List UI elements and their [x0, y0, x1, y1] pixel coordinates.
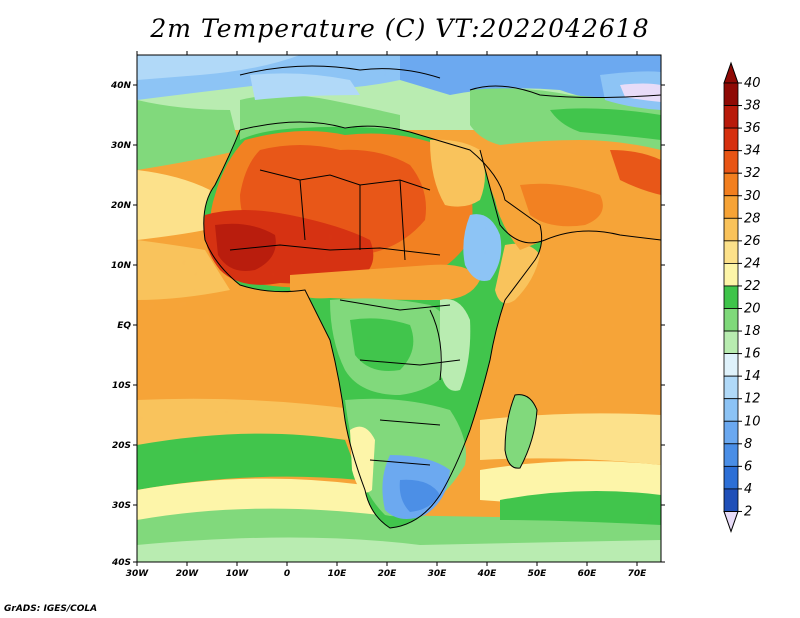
colorbar-box [723, 240, 739, 264]
colorbar-box [723, 443, 739, 467]
lat-tick-label: 30N [111, 141, 132, 151]
latitude-axis: 40N 30N 20N 10N EQ 10S 20S 30S 40S [110, 81, 665, 568]
colorbar-label: 8 [744, 437, 752, 452]
chart-title: 2m Temperature (C) VT:2022042618 [150, 14, 650, 43]
colorbar-box [723, 308, 739, 332]
colorbar-box [723, 105, 739, 129]
colorbar-label: 6 [744, 459, 752, 474]
colorbar-box [723, 420, 739, 445]
colorbar-label: 10 [744, 414, 761, 429]
colorbar-under-triangle [723, 510, 739, 533]
lon-tick-label: 0 [284, 569, 290, 579]
colorbar-label: 26 [744, 234, 761, 249]
colorbar-box [723, 150, 739, 174]
colorbar-box [723, 82, 739, 106]
colorbar-box [723, 488, 739, 512]
colorbar-label: 38 [744, 99, 761, 114]
colorbar-label: 40 [744, 76, 761, 91]
colorbar-label: 32 [744, 166, 761, 181]
lat-tick-label: 30S [112, 501, 131, 511]
map-frame [136, 54, 662, 563]
lon-tick-label: 30W [126, 569, 150, 579]
colorbar-label: 2 [744, 504, 752, 519]
colorbar-label: 4 [744, 482, 752, 497]
lon-tick-label: 60E [578, 569, 598, 579]
coastlines [203, 65, 661, 529]
temperature-field [137, 55, 661, 562]
lat-tick-label: 10N [111, 261, 132, 271]
colorbar-label: 22 [744, 279, 761, 294]
lat-tick-label: 10S [112, 381, 131, 391]
lon-tick-label: 10W [226, 569, 250, 579]
lon-tick-label: 20E [378, 569, 398, 579]
colorbar-label: 16 [744, 347, 761, 362]
colorbar: 40 38 36 34 32 30 28 26 24 22 20 18 16 14 12 10 8 6 4 2 [723, 61, 761, 533]
lon-tick-label: 40E [477, 569, 498, 579]
lon-tick-label: 20W [176, 569, 200, 579]
colorbar-label: 14 [744, 369, 761, 384]
lon-tick-label: 30E [428, 569, 448, 579]
colorbar-label: 30 [744, 189, 761, 204]
colorbar-box [723, 398, 739, 422]
lon-tick-label: 70E [628, 569, 648, 579]
colorbar-box [723, 262, 739, 287]
colorbar-box [723, 195, 739, 219]
lat-tick-label: EQ [117, 321, 131, 331]
longitude-axis: 30W 20W 10W 0 10E 20E 30E 40E 50E 60E 70E [126, 51, 647, 579]
colorbar-box [723, 330, 739, 354]
colorbar-label: 12 [744, 392, 761, 407]
colorbar-box [723, 375, 739, 400]
lat-tick-label: 40N [110, 81, 132, 91]
lat-tick-label: 20N [111, 201, 132, 211]
colorbar-label: 24 [744, 256, 761, 271]
colorbar-box [723, 172, 739, 197]
colorbar-box [723, 217, 739, 242]
colorbar-box [723, 353, 739, 377]
colorbar-box [723, 127, 739, 152]
lat-tick-label: 40S [111, 558, 131, 568]
lat-tick-label: 20S [112, 441, 131, 451]
colorbar-label: 34 [744, 144, 761, 159]
lon-tick-label: 10E [328, 569, 348, 579]
colorbar-label: 36 [744, 121, 761, 136]
colorbar-label: 20 [744, 302, 761, 317]
credit-text: GrADS: IGES/COLA [4, 604, 98, 614]
colorbar-box [723, 465, 739, 490]
lon-tick-label: 50E [528, 569, 548, 579]
colorbar-over-triangle [723, 61, 739, 84]
colorbar-box [723, 285, 739, 309]
colorbar-label: 28 [744, 211, 761, 226]
colorbar-label: 18 [744, 324, 761, 339]
